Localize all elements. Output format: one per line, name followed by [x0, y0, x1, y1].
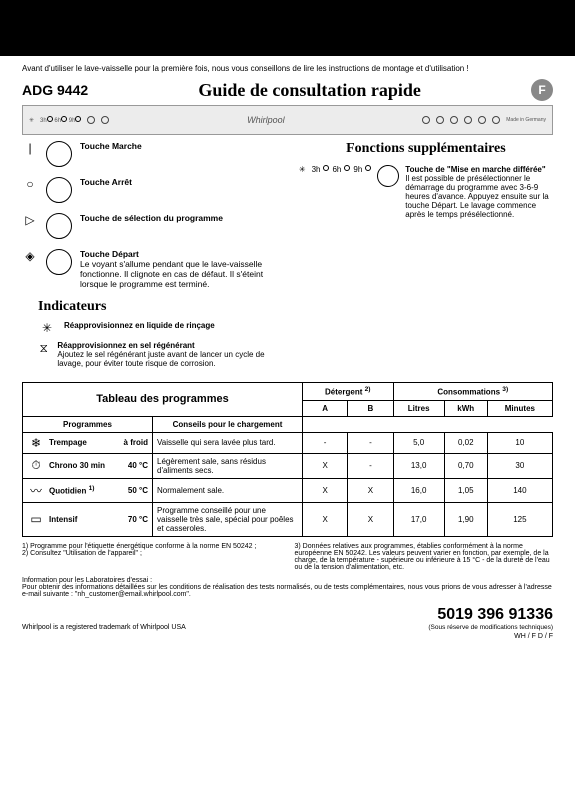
fn-label: Touche Départ: [80, 249, 289, 259]
brand-logo: Whirlpool: [115, 115, 416, 125]
suppl-fn-body: Il est possible de présélectionner le dé…: [405, 174, 548, 219]
ind-title: Réapprovisionnez en sel régénérant: [57, 341, 194, 350]
fn-desc: Le voyant s'allume pendant que le lave-v…: [80, 259, 289, 289]
th-m: Minutes: [487, 400, 552, 416]
th-b: B: [348, 400, 393, 416]
footnotes: 1) Programme pour l'étiquette énergétiqu…: [22, 543, 553, 571]
reserve-note: (Sous réserve de modifications technique…: [428, 624, 553, 631]
made-in: Made in Germany: [506, 117, 546, 123]
fn-label: Touche Arrêt: [80, 177, 289, 187]
top-warning: Avant d'utiliser le lave-vaisselle pour …: [22, 64, 553, 73]
page: Avant d'utiliser le lave-vaisselle pour …: [0, 56, 575, 654]
ind-title: Réapprovisionnez en liquide de rinçage: [64, 321, 215, 330]
fn-label: Touche Marche: [80, 141, 289, 151]
footnote-3: 3) Données relatives aux programmes, éta…: [295, 543, 554, 571]
start-icon: ◈: [22, 249, 38, 263]
suppl-title: Fonctions supplémentaires: [299, 141, 553, 157]
panel-hours-label: 3h 6h 9h: [40, 116, 81, 124]
th-title: Tableau des programmes: [23, 383, 303, 417]
prog-icon: ❄: [27, 436, 45, 450]
lang-codes: WH / F D / F: [22, 633, 553, 640]
ind-desc: Ajoutez le sel régénérant juste avant de…: [57, 350, 264, 368]
button-outline: [46, 177, 72, 203]
fn-label: Touche de sélection du programme: [80, 213, 289, 223]
th-prog: Programmes: [23, 416, 153, 432]
table-row: ⏱Chrono 30 min40 °C Légèrement sale, san…: [23, 453, 553, 478]
th-l: Litres: [393, 400, 444, 416]
ind-rinse: ✳ Réapprovisionnez en liquide de rinçage: [38, 321, 289, 335]
fn-arret: ○ Touche Arrêt: [22, 177, 289, 203]
th-cons: Consommations 3): [393, 383, 552, 401]
table-row: ▭Intensif70 °C Programme conseillé pour …: [23, 502, 553, 536]
off-icon: ○: [22, 177, 38, 191]
guide-title: Guide de consultation rapide: [198, 80, 421, 101]
suppl-block: ✳ 3h 6h 9h Touche de "Mise en marche dif…: [299, 165, 553, 219]
button-outline: [46, 141, 72, 167]
th-advice: Conseils pour le chargement: [153, 416, 303, 432]
select-icon: ▷: [22, 213, 38, 227]
th-k: kWh: [444, 400, 487, 416]
button-outline: [46, 249, 72, 275]
control-panel-strip: ✳ 3h 6h 9h Whirlpool Made in Germany: [22, 105, 553, 135]
prog-icon: ▭: [27, 512, 45, 526]
table-row: ❄Trempageà froid Vaisselle qui sera lavé…: [23, 432, 553, 453]
fn-selection: ▷ Touche de sélection du programme: [22, 213, 289, 239]
footnote-1: 1) Programme pour l'étiquette énergétiqu…: [22, 543, 281, 550]
th-a: A: [303, 400, 348, 416]
language-badge: F: [531, 79, 553, 101]
fn-marche: | Touche Marche: [22, 141, 289, 167]
indicators-title: Indicateurs: [38, 299, 289, 315]
prog-icon: 〰: [27, 482, 45, 499]
fn-depart: ◈ Touche Départ Le voyant s'allume penda…: [22, 249, 289, 289]
top-black-bar: [0, 0, 575, 56]
suppl-hours: ✳ 3h 6h 9h: [299, 165, 371, 219]
programs-table: Tableau des programmes Détergent 2) Cons…: [22, 382, 553, 537]
button-outline: [46, 213, 72, 239]
bottom-row: Whirlpool is a registered trademark of W…: [22, 606, 553, 631]
part-number: 5019 396 91336: [428, 606, 553, 624]
info-bottom: Information pour les Laboratoires d'essa…: [22, 577, 553, 598]
rinse-icon: ✳: [38, 321, 56, 335]
prog-icon: ⏱: [27, 458, 45, 473]
two-column-section: | Touche Marche ○ Touche Arrêt ▷ Touche …: [22, 141, 553, 374]
button-outline: [377, 165, 399, 187]
th-det: Détergent 2): [303, 383, 394, 401]
ind-salt: ⧖ Réapprovisionnez en sel régénérant Ajo…: [38, 341, 289, 368]
model-number: ADG 9442: [22, 82, 88, 98]
header-row: ADG 9442 Guide de consultation rapide F: [22, 79, 553, 101]
salt-icon: ⧖: [38, 341, 49, 368]
footnote-2: 2) Consultez "Utilisation de l'appareil"…: [22, 550, 281, 557]
on-icon: |: [22, 141, 38, 155]
right-column: Fonctions supplémentaires ✳ 3h 6h 9h Tou…: [299, 141, 553, 374]
left-column: | Touche Marche ○ Touche Arrêt ▷ Touche …: [22, 141, 289, 374]
table-row: 〰Quotidien 1)50 °C Normalement sale. XX …: [23, 478, 553, 502]
trademark: Whirlpool is a registered trademark of W…: [22, 624, 186, 631]
suppl-fn-title: Touche de "Mise en marche différée": [405, 165, 545, 174]
